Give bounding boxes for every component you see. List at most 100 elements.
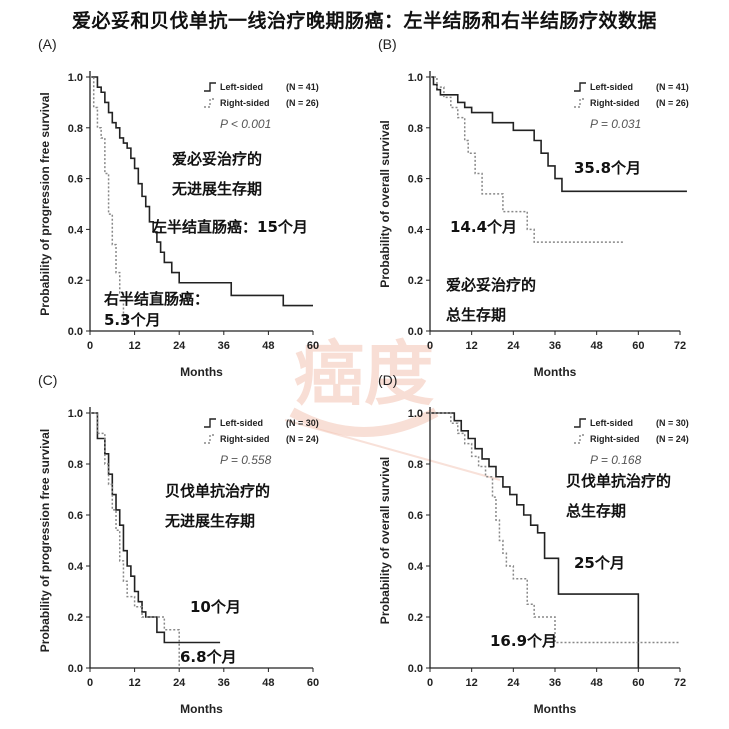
annotation-label: 无进展生存期: [164, 512, 255, 530]
x-tick-label: 12: [466, 677, 478, 689]
legend-label-left: Left-sided: [590, 82, 633, 92]
panel-label: (B): [378, 36, 397, 52]
legend-n-right: (N = 24): [656, 434, 689, 444]
x-tick-label: 0: [87, 340, 93, 352]
x-tick-label: 24: [173, 677, 186, 689]
panel-label: (A): [38, 36, 57, 52]
annotation-label: 35.8个月: [574, 159, 641, 177]
annotation-label: 左半结直肠癌：15个月: [151, 218, 308, 236]
legend-swatch-right: [574, 98, 586, 108]
x-tick-label: 60: [632, 677, 644, 689]
legend-label-right: Right-sided: [590, 98, 640, 108]
annotation-label: 25个月: [574, 554, 625, 572]
legend-n-left: (N = 30): [286, 418, 319, 428]
legend-swatch-left: [204, 82, 216, 92]
y-tick-label: 0.4: [68, 224, 84, 236]
legend-swatch-left: [574, 418, 586, 428]
legend-swatch-right: [574, 434, 586, 444]
y-tick-label: 0.0: [68, 663, 83, 675]
annotation-label: 6.8个月: [180, 648, 237, 666]
x-tick-label: 60: [307, 340, 319, 352]
legend-n-right: (N = 24): [286, 434, 319, 444]
series-line-left-sided: [430, 412, 640, 668]
x-tick-label: 12: [128, 340, 140, 352]
series-line-right-sided: [430, 412, 680, 644]
legend-label-right: Right-sided: [590, 434, 640, 444]
legend-label-left: Left-sided: [220, 82, 263, 92]
page-title: 爱必妥和贝伐单抗一线治疗晚期肠癌：左半结肠和右半结肠疗效数据: [71, 10, 657, 32]
y-axis-title: Probability of progression free survival: [38, 92, 52, 315]
x-axis-title: Months: [180, 702, 223, 716]
x-tick-label: 48: [262, 340, 274, 352]
annotation-label: 无进展生存期: [171, 180, 262, 198]
annotation-label: 总生存期: [566, 502, 626, 520]
y-tick-label: 0.4: [408, 224, 424, 236]
y-tick-label: 0.4: [68, 561, 84, 573]
y-tick-label: 0.6: [68, 510, 83, 522]
y-axis-title: Probability of progression free survival: [38, 429, 52, 652]
x-tick-label: 12: [466, 340, 478, 352]
annotation-label: 贝伐单抗治疗的: [566, 472, 671, 490]
chart-panel-d: (D) 0 12 24 36 48 60 72 0.0 0.2 0.4 0.6 0.8 1.0 Months…: [378, 372, 689, 716]
legend-n-right: (N = 26): [286, 98, 319, 108]
legend-n-right: (N = 26): [656, 98, 689, 108]
legend-label-left: Left-sided: [590, 418, 633, 428]
x-tick-label: 36: [218, 340, 230, 352]
x-tick-label: 24: [507, 677, 520, 689]
annotation-label: 右半结直肠癌：: [104, 290, 209, 308]
watermark-text: 癌度: [294, 333, 434, 415]
annotation-label: 5.3个月: [104, 311, 161, 329]
y-axis-title: Probability of overall survival: [378, 457, 392, 624]
panel-label: (C): [38, 372, 57, 388]
x-tick-label: 24: [507, 340, 520, 352]
legend-label-right: Right-sided: [220, 434, 270, 444]
y-tick-label: 0.6: [408, 174, 423, 186]
y-tick-label: 0.2: [408, 612, 423, 624]
x-tick-label: 36: [549, 677, 561, 689]
x-tick-label: 36: [549, 340, 561, 352]
y-tick-label: 0.6: [408, 510, 423, 522]
x-tick-label: 48: [591, 677, 603, 689]
series-line-left-sided: [90, 76, 313, 307]
annotation-label: 爱必妥治疗的: [446, 276, 536, 294]
watermark-line: [284, 419, 501, 481]
annotation-label: 14.4个月: [450, 218, 517, 236]
x-tick-label: 36: [218, 677, 230, 689]
x-tick-label: 12: [128, 677, 140, 689]
annotation-label: 爱必妥治疗的: [172, 150, 262, 168]
annotation-label: 16.9个月: [490, 632, 557, 650]
y-tick-label: 0.8: [68, 459, 83, 471]
y-tick-label: 1.0: [68, 72, 83, 84]
legend-swatch-left: [204, 418, 216, 428]
annotation-label: 总生存期: [446, 306, 506, 324]
legend-swatch-right: [204, 98, 216, 108]
x-tick-label: 60: [307, 677, 319, 689]
y-tick-label: 1.0: [408, 72, 423, 84]
watermark-swoosh: [289, 407, 439, 437]
y-tick-label: 0.0: [408, 663, 423, 675]
y-tick-label: 0.2: [68, 612, 83, 624]
series-line-left-sided: [90, 412, 221, 644]
legend-swatch-left: [574, 82, 586, 92]
x-tick-label: 0: [427, 677, 433, 689]
annotation-label: 10个月: [190, 598, 241, 616]
y-tick-label: 0.6: [68, 174, 83, 186]
legend-n-left: (N = 30): [656, 418, 689, 428]
y-tick-label: 0.8: [408, 459, 423, 471]
annotation-label: 贝伐单抗治疗的: [165, 482, 270, 500]
x-tick-label: 72: [674, 340, 686, 352]
legend-n-left: (N = 41): [656, 82, 689, 92]
p-value-label: P = 0.168: [590, 453, 642, 467]
p-value-label: P < 0.001: [220, 117, 271, 131]
y-tick-label: 0.4: [408, 561, 424, 573]
y-tick-label: 0.8: [408, 123, 423, 135]
x-tick-label: 60: [632, 340, 644, 352]
y-tick-label: 1.0: [408, 408, 423, 420]
x-tick-label: 24: [173, 340, 186, 352]
p-value-label: P = 0.031: [590, 117, 641, 131]
chart-panel-b: (B) 0 12 24 36 48 60 72 0.0 0.2 0.4 0.6 0.8 1.0 Months…: [378, 36, 689, 379]
y-tick-label: 0.8: [68, 123, 83, 135]
series-line-right-sided: [430, 76, 625, 243]
legend-label-right: Right-sided: [220, 98, 270, 108]
x-tick-label: 72: [674, 677, 686, 689]
